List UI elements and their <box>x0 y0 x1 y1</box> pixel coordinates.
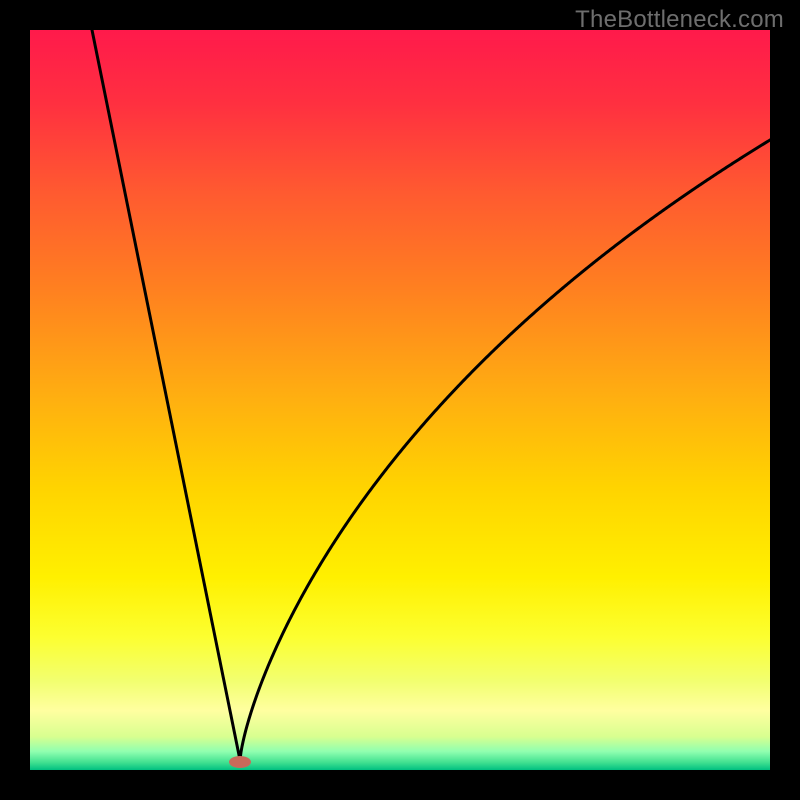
curve <box>30 30 770 770</box>
plot-area <box>30 30 770 770</box>
minimum-marker <box>229 756 251 768</box>
chart-frame: TheBottleneck.com <box>0 0 800 800</box>
